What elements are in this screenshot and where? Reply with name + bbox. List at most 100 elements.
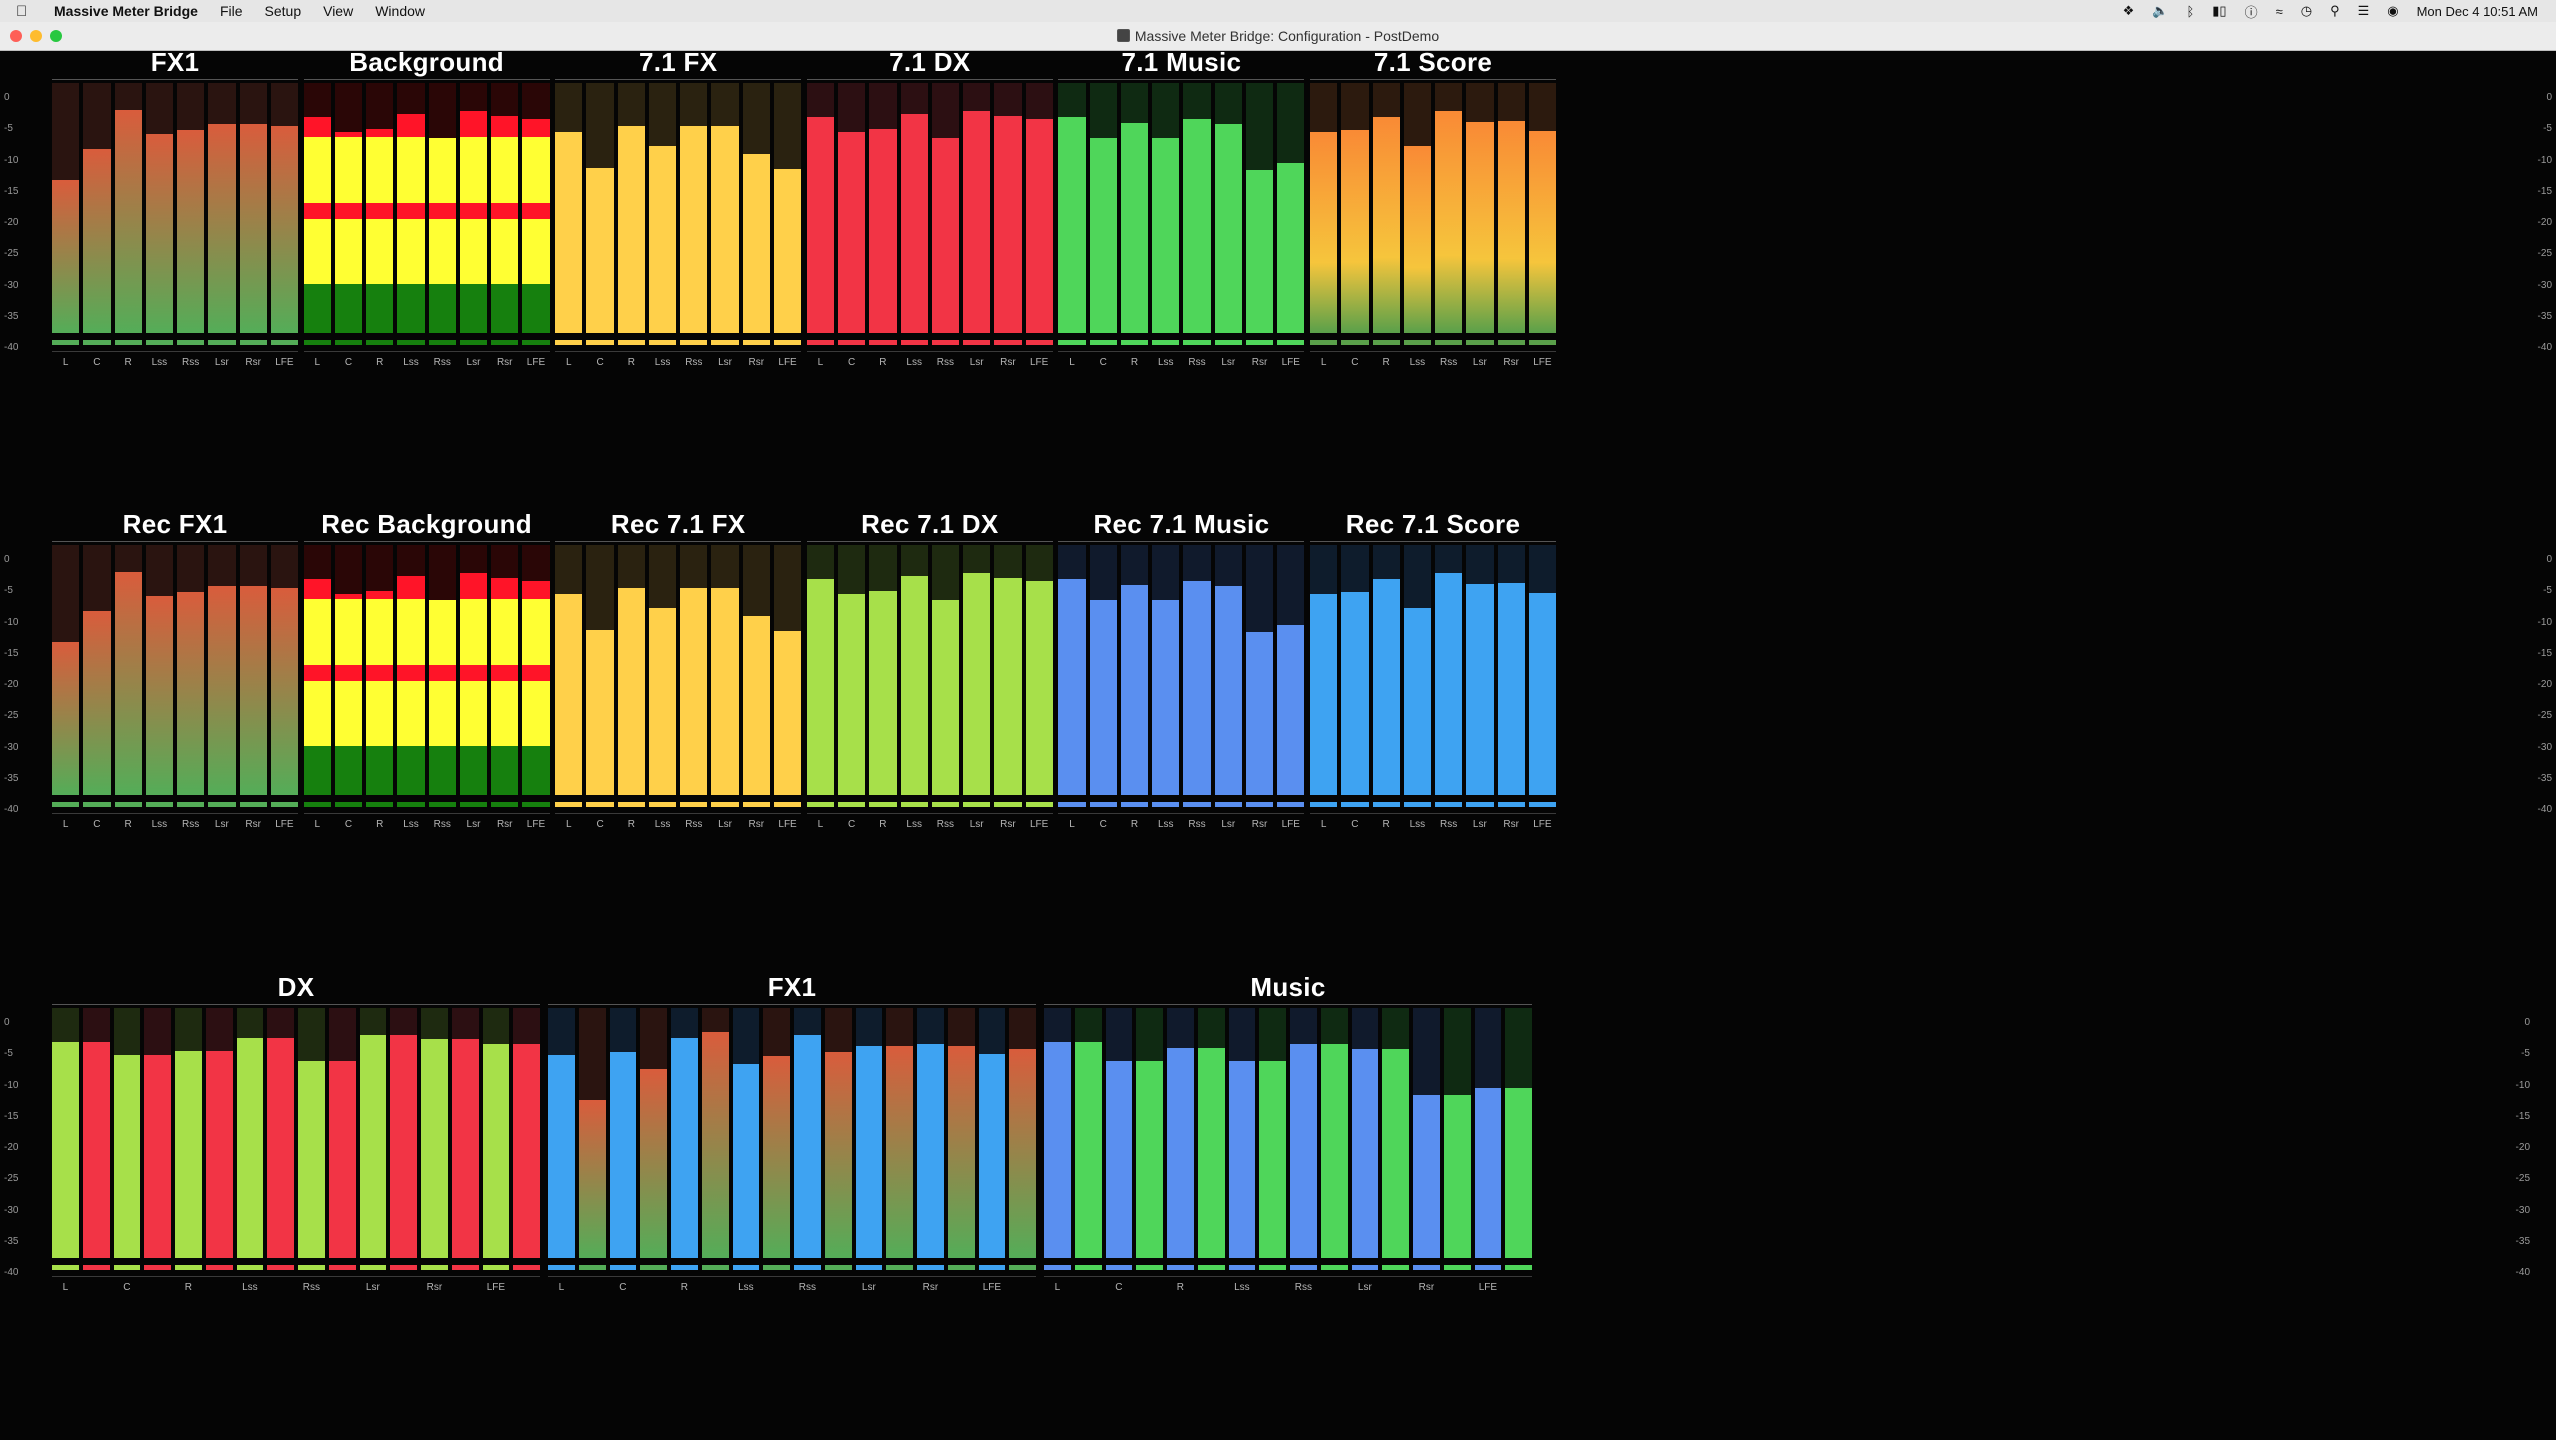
minimize-button[interactable]: [30, 30, 42, 42]
headroom: [609, 1008, 637, 1052]
title-rule: [303, 79, 550, 80]
channel-label: L: [62, 819, 69, 830]
volume-icon[interactable]: 🔈: [2152, 3, 2169, 18]
meter-7-1-dx[interactable]: 7.1 DX L C R Lss Rss Lsr Rsr LFE: [806, 47, 1053, 375]
level-fill: [205, 1050, 233, 1258]
floor-indicator: [482, 1265, 510, 1270]
meter-7-1-music[interactable]: 7.1 Music L C R Lss Rss Lsr Rsr LFE: [1058, 47, 1305, 375]
channel-label: L: [817, 357, 824, 368]
time-machine-icon[interactable]: ◷: [2300, 3, 2313, 18]
channel-label: C: [123, 1282, 131, 1293]
channel-bar: [428, 545, 456, 807]
level-fill: [1310, 131, 1338, 333]
floor-indicator: [806, 802, 835, 807]
siri-icon[interactable]: ◉: [2387, 3, 2399, 18]
battery-icon[interactable]: ▮▯: [2212, 3, 2227, 18]
channel-bar: [994, 83, 1022, 345]
headroom: [239, 83, 267, 124]
level-fill: [1152, 138, 1180, 333]
headroom: [711, 83, 739, 127]
floor-indicator: [1505, 1265, 1532, 1270]
channel-bar: [491, 545, 519, 807]
info-icon[interactable]: ⓘ: [2244, 4, 2258, 20]
level-fill: [1197, 1048, 1225, 1258]
headroom: [1277, 83, 1305, 163]
menu-setup[interactable]: Setup: [264, 3, 302, 19]
control-center-icon[interactable]: ☰: [2357, 3, 2370, 18]
level-fill: [763, 1055, 790, 1258]
menu-file[interactable]: File: [219, 3, 243, 19]
floor-indicator: [773, 340, 802, 345]
floor-indicator: [701, 1265, 729, 1270]
apple-icon[interactable]: : [16, 3, 38, 20]
close-button[interactable]: [10, 30, 22, 42]
meter-fx1[interactable]: FX1 L C R Lss Rss Lsr Rsr LFE: [52, 47, 298, 375]
floor-indicator: [640, 1265, 667, 1270]
search-icon[interactable]: ⚲: [2330, 3, 2340, 18]
level-fill: [838, 593, 866, 795]
headroom: [1341, 545, 1369, 592]
headroom: [175, 1008, 202, 1051]
dropbox-icon[interactable]: ❖: [2122, 3, 2135, 18]
channel-label: Lss: [1409, 357, 1426, 368]
meter-rec-7-1-dx[interactable]: Rec 7.1 DX L C R Lss Rss Lsr Rsr LFE: [806, 509, 1053, 837]
clock[interactable]: Mon Dec 4 10:51 AM: [2416, 3, 2538, 19]
meter-dx[interactable]: DX L C R Lss Rss Lsr Rsr LFE: [52, 972, 540, 1300]
channel-bar: [1277, 545, 1305, 807]
level-fill: [1466, 583, 1494, 795]
meter-bars: [1310, 545, 1556, 807]
floor-indicator: [366, 802, 394, 807]
level-fill: [1435, 573, 1463, 795]
meter-7-1-score[interactable]: 7.1 Score L C R Lss Rss Lsr Rsr LFE: [1310, 47, 1556, 375]
menu-window[interactable]: Window: [375, 3, 425, 19]
level-fill: [1089, 600, 1117, 795]
meter-background[interactable]: Background L C R Lss Rss Lsr Rsr LFE: [303, 47, 550, 375]
channel-bar: [648, 83, 677, 345]
channel-label: Rss: [936, 819, 955, 830]
meter-title: Rec Background: [321, 509, 532, 539]
wifi-icon[interactable]: ≈: [2275, 3, 2283, 19]
meter-rec-fx1[interactable]: Rec FX1 L C R Lss Rss Lsr Rsr LFE: [52, 509, 298, 837]
channel-label: LFE: [1478, 1282, 1498, 1293]
meter-7-1-fx[interactable]: 7.1 FX L C R Lss Rss Lsr Rsr LFE: [555, 47, 802, 375]
zoom-button[interactable]: [50, 30, 62, 42]
menu-view[interactable]: View: [323, 3, 354, 19]
level-segment: [491, 598, 519, 665]
headroom: [1214, 545, 1242, 586]
headroom: [617, 545, 645, 589]
channel-bar: [1025, 545, 1053, 807]
floor-indicator: [1183, 340, 1211, 345]
channel-label: Lss: [654, 819, 671, 830]
meter-rec-background[interactable]: Rec Background L C R Lss Rss Lsr Rsr LFE: [303, 509, 550, 837]
meter-rec-7-1-score[interactable]: Rec 7.1 Score L C R Lss Rss Lsr Rsr LFE: [1310, 509, 1556, 837]
headroom: [578, 1008, 606, 1100]
headroom: [671, 1008, 698, 1038]
level-fill: [328, 1061, 356, 1258]
channel-bar: [555, 545, 583, 807]
channel-label: Rsr: [748, 819, 765, 830]
channel-label: Rsr: [426, 1282, 443, 1293]
scale-tick: -20: [4, 1142, 19, 1153]
scale-tick: -5: [4, 123, 13, 135]
app-menu[interactable]: Massive Meter Bridge: [54, 3, 198, 19]
level-segment: [428, 219, 456, 285]
meter-rec-7-1-fx[interactable]: Rec 7.1 FX L C R Lss Rss Lsr Rsr LFE: [555, 509, 802, 837]
level-segment: [366, 681, 394, 747]
bluetooth-icon[interactable]: ᛒ: [2186, 3, 2195, 19]
channel-bar: [869, 545, 897, 807]
headroom: [1320, 1008, 1348, 1044]
channel-label: LFE: [275, 819, 294, 830]
floor-indicator: [671, 1265, 698, 1270]
window-title: Massive Meter Bridge: Configuration - Po…: [1134, 28, 1440, 44]
channel-bar: [298, 1008, 325, 1270]
channel-label: L: [1320, 357, 1327, 368]
channel-bar: [701, 1008, 729, 1270]
headroom: [522, 83, 550, 120]
level-segment: [491, 136, 519, 203]
meter-rec-7-1-music[interactable]: Rec 7.1 Music L C R Lss Rss Lsr Rsr LFE: [1058, 509, 1305, 837]
meter-fx1[interactable]: FX1 L C R Lss Rss Lsr Rsr LFE: [548, 972, 1036, 1300]
channel-bar: [1183, 83, 1211, 345]
meter-music[interactable]: Music L C R Lss Rss Lsr Rsr LFE: [1044, 972, 1532, 1300]
level-fill: [114, 571, 142, 795]
channel-bar: [1474, 1008, 1502, 1270]
